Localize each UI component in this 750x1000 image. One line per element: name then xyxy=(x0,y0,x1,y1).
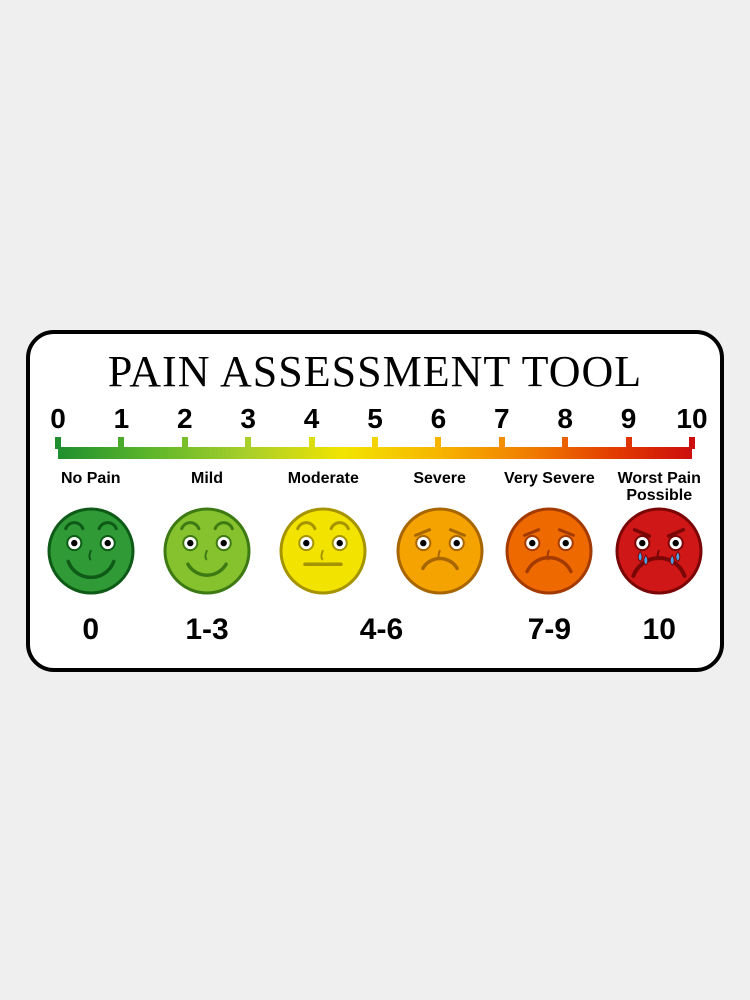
range-numbers: 0 1-3 4-6 7-9 10 xyxy=(52,613,698,653)
range-number: 7-9 xyxy=(528,613,571,647)
scale-gradient-bar xyxy=(58,447,692,459)
category-label: Severe xyxy=(413,471,466,488)
scale-number: 6 xyxy=(431,403,447,435)
title: PAIN ASSESSMENT TOOL xyxy=(52,346,698,397)
scale-bar-wrap xyxy=(58,437,692,467)
face-icon xyxy=(47,507,135,595)
category-label: Moderate xyxy=(288,471,359,488)
face-icon xyxy=(163,507,251,595)
face-worst xyxy=(615,507,703,595)
scale-number: 3 xyxy=(240,403,256,435)
category-label: Worst Pain Possible xyxy=(618,471,701,505)
scale-number: 2 xyxy=(177,403,193,435)
stage: PAIN ASSESSMENT TOOL 0 1 2 3 4 5 6 7 8 9 10 No Pai… xyxy=(0,0,750,1000)
face-mild xyxy=(163,507,251,595)
face-very-severe xyxy=(505,507,593,595)
face-icon xyxy=(396,507,484,595)
face-icon xyxy=(279,507,367,595)
scale-number: 5 xyxy=(367,403,383,435)
scale-number: 1 xyxy=(114,403,130,435)
scale-numbers: 012345678910 xyxy=(58,403,692,437)
category-label: Mild xyxy=(191,471,223,488)
scale-number: 4 xyxy=(304,403,320,435)
face-icon xyxy=(615,507,703,595)
range-number: 10 xyxy=(643,613,676,647)
category-labels: No Pain Mild Moderate Severe Very Severe Wors… xyxy=(52,471,698,505)
face-icon xyxy=(505,507,593,595)
face-severe xyxy=(396,507,484,595)
category-label: No Pain xyxy=(61,471,121,488)
category-label: Very Severe xyxy=(504,471,595,488)
range-number: 4-6 xyxy=(360,613,403,647)
face-no-pain xyxy=(47,507,135,595)
scale-number: 8 xyxy=(557,403,573,435)
scale-number: 7 xyxy=(494,403,510,435)
scale-number: 10 xyxy=(676,403,707,435)
pain-card: PAIN ASSESSMENT TOOL 0 1 2 3 4 5 6 7 8 9 10 No Pai… xyxy=(26,330,724,672)
face-moderate xyxy=(279,507,367,595)
scale-number: 9 xyxy=(621,403,637,435)
scale-number: 0 xyxy=(50,403,66,435)
faces-row xyxy=(52,507,698,607)
range-number: 1-3 xyxy=(185,613,228,647)
range-number: 0 xyxy=(82,613,99,647)
